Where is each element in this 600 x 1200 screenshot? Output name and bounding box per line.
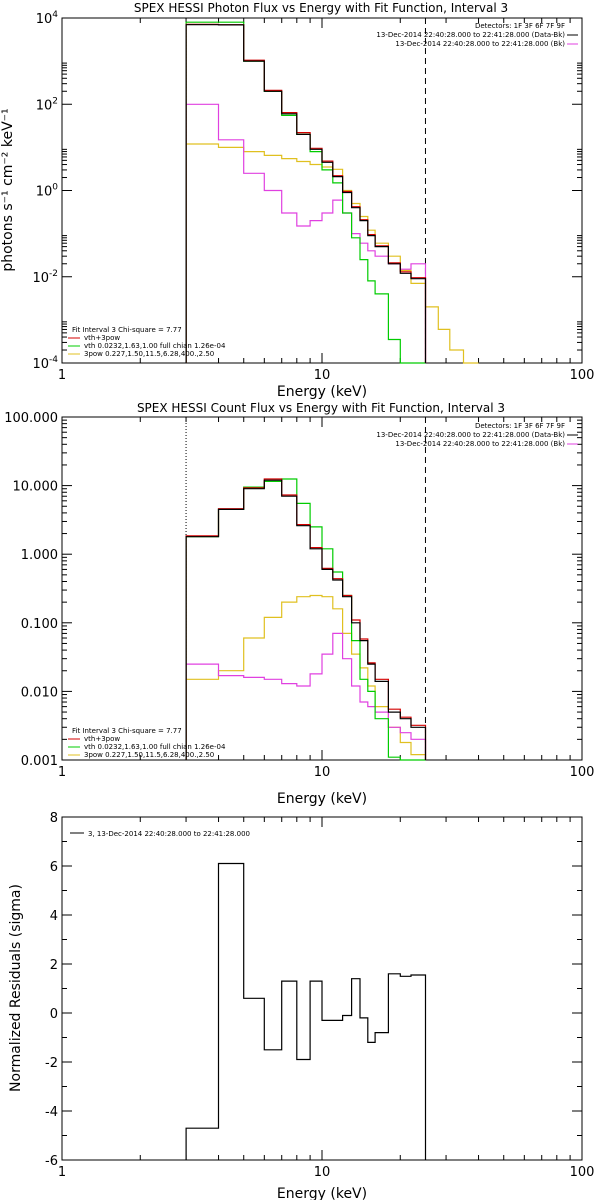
y-tick-label: 10-2 — [32, 269, 58, 286]
legend-top-line: 13-Dec-2014 22:40:28.000 to 22:41:28.000… — [376, 431, 565, 439]
y-axis-label: photons s⁻¹ cm⁻² keV⁻¹ — [0, 108, 16, 271]
legend-top-line: 13-Dec-2014 22:40:28.000 to 22:41:28.000… — [395, 40, 565, 48]
legend-top: Detectors: 1F 3F 6F 7F 9F 13-Dec-2014 22… — [376, 422, 578, 448]
y-tick-label: 0.001 — [21, 754, 58, 769]
legend-top-line: Detectors: 1F 3F 6F 7F 9F — [475, 22, 565, 30]
legend-top: Detectors: 1F 3F 6F 7F 9F 13-Dec-2014 22… — [376, 22, 578, 48]
photon-flux-panel: SPEX HESSI Photon Flux vs Energy with Fi… — [0, 1, 594, 400]
residuals-panel: 1 10 100 -6 -4 -2 0 2 4 6 8 Energy (keV) Normalize… — [8, 811, 594, 1200]
x-tick-label: 10 — [314, 1165, 331, 1180]
x-tick-label: 1 — [58, 1165, 66, 1180]
legend-bottom: Fit Interval 3 Chi-square = 7.77 vth+3po… — [68, 727, 226, 759]
series-lines — [185, 862, 427, 1160]
legend-label: 3, 13-Dec-2014 22:40:28.000 to 22:41:28.… — [88, 830, 250, 838]
y-tick-label: 0 — [50, 1007, 58, 1022]
legend-top-line: 13-Dec-2014 22:40:28.000 to 22:41:28.000… — [376, 31, 565, 39]
series-step-line — [185, 632, 427, 760]
chart-title: SPEX HESSI Count Flux vs Energy with Fit… — [137, 401, 505, 415]
chart-title: SPEX HESSI Photon Flux vs Energy with Fi… — [134, 1, 508, 15]
series-lines — [185, 417, 427, 761]
ticks: 1 10 100 -6 -4 -2 0 2 4 6 8 — [45, 811, 594, 1180]
y-tick-label: -6 — [45, 1154, 58, 1169]
x-axis-label: Energy (keV) — [277, 1186, 367, 1200]
y-tick-label: 100.000 — [4, 411, 58, 426]
legend-bottom-line: vth+3pow — [84, 334, 120, 342]
legend-top-line: 13-Dec-2014 22:40:28.000 to 22:41:28.000… — [395, 440, 565, 448]
y-tick-label: 0.100 — [21, 617, 58, 632]
series-step-line — [185, 24, 427, 363]
y-tick-label: 10.000 — [13, 480, 59, 495]
legend-bottom-line: vth 0.0232,1.63,1.00 full chian 1.26e-04 — [84, 342, 226, 350]
y-axis-label: Normalized Residuals (sigma) — [8, 884, 24, 1092]
y-tick-label: -4 — [45, 1105, 58, 1120]
x-tick-label: 100 — [570, 368, 595, 383]
y-tick-label: -2 — [45, 1056, 58, 1071]
series-step-line — [185, 478, 427, 760]
y-tick-label: 6 — [50, 860, 58, 875]
legend-bottom-line: 3pow 0.227,1.50,11.5,6.28,400.,2.50 — [84, 751, 214, 759]
series-step-line — [185, 479, 427, 760]
y-tick-label: 8 — [50, 811, 58, 826]
series-lines — [185, 18, 479, 364]
x-tick-label: 10 — [314, 368, 331, 383]
x-tick-label: 1 — [58, 368, 66, 383]
y-tick-label: 100 — [36, 183, 59, 200]
x-tick-label: 10 — [314, 765, 331, 780]
plot-frame — [61, 416, 583, 761]
series-step-line — [185, 478, 426, 761]
y-tick-label: 4 — [50, 909, 58, 924]
y-tick-label: 2 — [50, 958, 58, 973]
ticks: 1 10 100 0.001 0.010 0.100 1.000 10.000 100.000 — [4, 411, 594, 780]
y-tick-label: 1.000 — [21, 548, 58, 563]
legend-top-line: Detectors: 1F 3F 6F 7F 9F — [475, 422, 565, 430]
y-tick-label: 0.010 — [21, 685, 58, 700]
legend-bottom: Fit Interval 3 Chi-square = 7.77 vth+3po… — [68, 326, 226, 358]
series-step-line — [185, 23, 427, 363]
x-tick-label: 100 — [570, 765, 595, 780]
plot-frame — [61, 17, 583, 364]
series-step-line — [185, 594, 427, 760]
y-tick-label: 102 — [36, 96, 58, 113]
count-flux-panel: SPEX HESSI Count Flux vs Energy with Fit… — [4, 401, 594, 807]
x-axis-label: Energy (keV) — [277, 791, 367, 807]
x-axis-label: Energy (keV) — [277, 384, 367, 400]
ticks: 1 10 100 10-4 10-2 100 102 104 — [32, 10, 594, 383]
legend-bottom-line: 3pow 0.227,1.50,11.5,6.28,400.,2.50 — [84, 350, 214, 358]
x-tick-label: 100 — [570, 1165, 595, 1180]
y-tick-label: 10-4 — [32, 355, 58, 372]
series-step-line — [185, 21, 426, 364]
legend-bottom-line: vth+3pow — [84, 735, 120, 743]
y-tick-label: 104 — [36, 10, 59, 27]
x-tick-label: 1 — [58, 765, 66, 780]
legend-bottom-line: Fit Interval 3 Chi-square = 7.77 — [72, 326, 182, 334]
legend-bottom-line: Fit Interval 3 Chi-square = 7.77 — [72, 727, 182, 735]
legend-bottom-line: vth 0.0232,1.63,1.00 full chian 1.26e-04 — [84, 743, 226, 751]
series-step-line — [185, 103, 427, 363]
series-step-line — [185, 862, 427, 1160]
